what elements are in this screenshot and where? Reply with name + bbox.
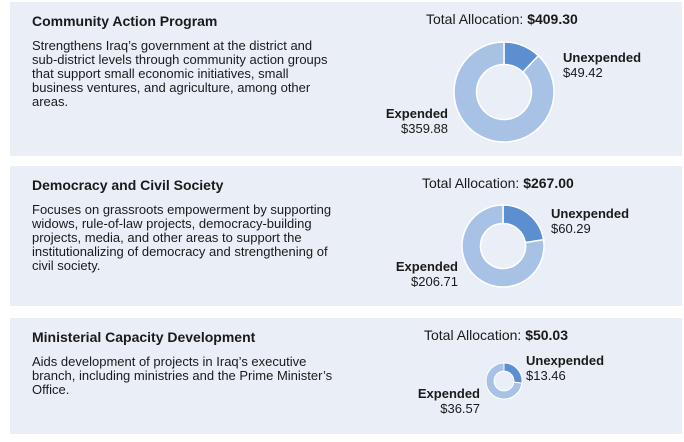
program-description: Aids development of projects in Iraq’s e… [32,354,333,397]
expended-label-group: Expended $359.88 [378,106,448,136]
donut-chart [461,204,545,288]
unexpended-label-group: Unexpended $60.29 [551,206,629,236]
expended-slice [461,204,545,288]
total-allocation-label: Total Allocation: [424,327,522,343]
program-description: Strengthens Iraq’s government at the dis… [32,38,328,109]
expended-value: $206.71 [411,274,458,289]
expended-label-group: Expended $206.71 [388,259,458,289]
expended-value: $36.57 [440,401,480,416]
unexpended-value: $13.46 [526,368,566,383]
total-allocation-value: $50.03 [525,327,569,343]
program-title: Democracy and Civil Society [32,177,224,193]
expended-label: Expended [385,106,448,121]
unexpended-slice [503,362,523,384]
unexpended-label-group: Unexpended $49.42 [563,50,641,80]
expended-label-group: Expended $36.57 [410,386,480,416]
program-description: Focuses on grassroots empowerment by sup… [32,202,332,273]
unexpended-value: $60.29 [551,221,591,236]
unexpended-label: Unexpended [526,353,605,368]
unexpended-label: Unexpended [551,206,630,221]
total-allocation-value: $267.00 [523,175,574,191]
unexpended-label: Unexpended [563,50,642,65]
unexpended-label-group: Unexpended $13.46 [526,353,604,383]
program-panel-community-action: Community Action Program Strengthens Ira… [10,2,682,156]
program-title: Community Action Program [32,13,218,29]
total-allocation: Total Allocation: $50.03 [424,327,568,343]
total-allocation-label: Total Allocation: [422,175,520,191]
unexpended-slice [502,204,545,244]
program-panel-ministerial-capacity: Ministerial Capacity Development Aids de… [10,318,682,434]
unexpended-value: $49.42 [563,65,603,80]
expended-value: $359.88 [401,121,448,136]
expended-label: Expended [417,386,480,401]
expended-slice [485,362,523,400]
program-panel-democracy-civil-society: Democracy and Civil Society Focuses on g… [10,166,682,306]
total-allocation: Total Allocation: $409.30 [426,11,578,27]
program-title: Ministerial Capacity Development [32,329,256,345]
expended-label: Expended [395,259,458,274]
total-allocation: Total Allocation: $267.00 [422,175,574,191]
total-allocation-label: Total Allocation: [426,11,524,27]
donut-chart [485,362,523,400]
total-allocation-value: $409.30 [527,11,578,27]
expended-slice [453,41,555,143]
donut-chart [453,41,555,143]
